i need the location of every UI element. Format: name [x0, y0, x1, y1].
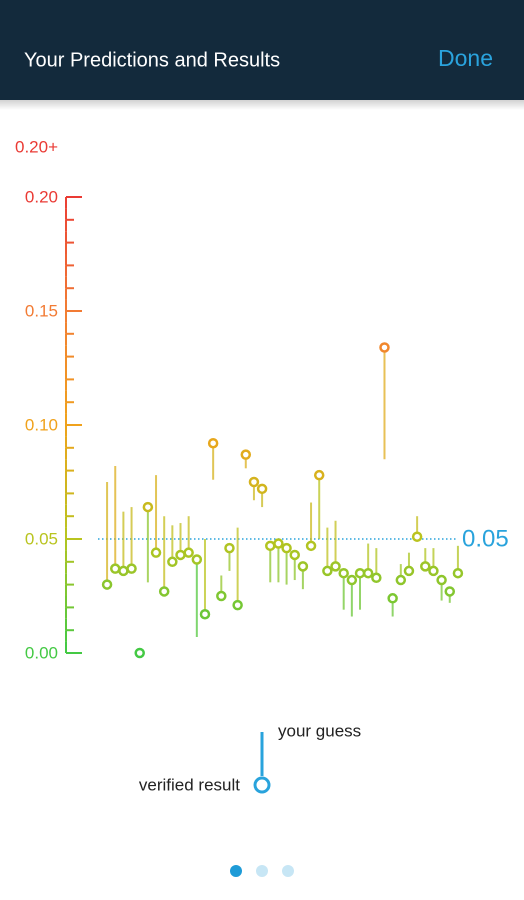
result-point — [452, 567, 464, 579]
page-dot[interactable] — [282, 865, 294, 877]
header-shadow — [0, 100, 524, 110]
legend-result-circle — [253, 776, 271, 794]
y-tick-label: 0.15 — [25, 301, 58, 320]
reference-label: 0.05 — [462, 525, 509, 552]
result-point — [142, 501, 154, 513]
y-tick-label: 0.05 — [25, 529, 58, 548]
result-point — [403, 565, 415, 577]
result-point — [428, 565, 439, 577]
result-point — [322, 565, 333, 577]
legend-result-label: verified result — [139, 775, 240, 794]
result-point — [118, 565, 129, 577]
result-point — [265, 540, 276, 552]
y-tick-label: 0.00 — [25, 643, 58, 662]
result-point — [126, 563, 137, 574]
result-point — [256, 483, 268, 495]
result-point — [297, 561, 309, 572]
result-point — [346, 574, 358, 586]
result-point — [411, 531, 423, 542]
result-point — [167, 556, 178, 568]
result-point — [330, 561, 341, 572]
result-point — [289, 549, 300, 561]
legend: your guess verified result — [139, 721, 361, 794]
result-point — [387, 593, 398, 604]
result-point — [191, 554, 203, 565]
header-bar — [0, 0, 524, 100]
result-point — [216, 590, 227, 602]
page-dot[interactable] — [256, 865, 268, 877]
result-point — [199, 608, 211, 620]
y-tick-label: 0.10 — [25, 415, 58, 434]
result-point — [232, 599, 243, 611]
result-point — [248, 476, 260, 488]
result-point — [379, 342, 390, 353]
result-point — [371, 572, 382, 584]
result-point — [207, 437, 219, 449]
result-point — [240, 449, 252, 460]
result-point — [395, 574, 407, 586]
y-tick-label: 0.20 — [25, 187, 58, 206]
result-point — [420, 561, 431, 572]
result-point — [354, 567, 366, 579]
result-point — [224, 542, 235, 554]
legend-guess-label: your guess — [278, 721, 361, 740]
result-point — [109, 563, 121, 574]
done-button[interactable]: Done — [438, 45, 493, 71]
page-dot-active[interactable] — [230, 865, 242, 877]
result-point — [158, 586, 170, 597]
result-point — [338, 567, 349, 579]
result-point — [436, 574, 447, 586]
chart: 0.00 0.05 0.10 0.15 0.20 0.20+ 0.05 — [15, 137, 509, 662]
result-point — [150, 547, 162, 558]
result-point — [281, 542, 292, 554]
result-point — [273, 538, 284, 549]
result-point — [134, 647, 145, 659]
result-point — [183, 547, 194, 558]
overflow-label: 0.20+ — [15, 137, 58, 156]
result-point — [101, 579, 113, 590]
header-title: Your Predictions and Results — [24, 49, 280, 71]
result-point — [362, 567, 374, 579]
result-point — [175, 549, 186, 561]
result-point — [305, 540, 317, 552]
result-point — [444, 586, 456, 597]
result-point — [313, 469, 325, 481]
